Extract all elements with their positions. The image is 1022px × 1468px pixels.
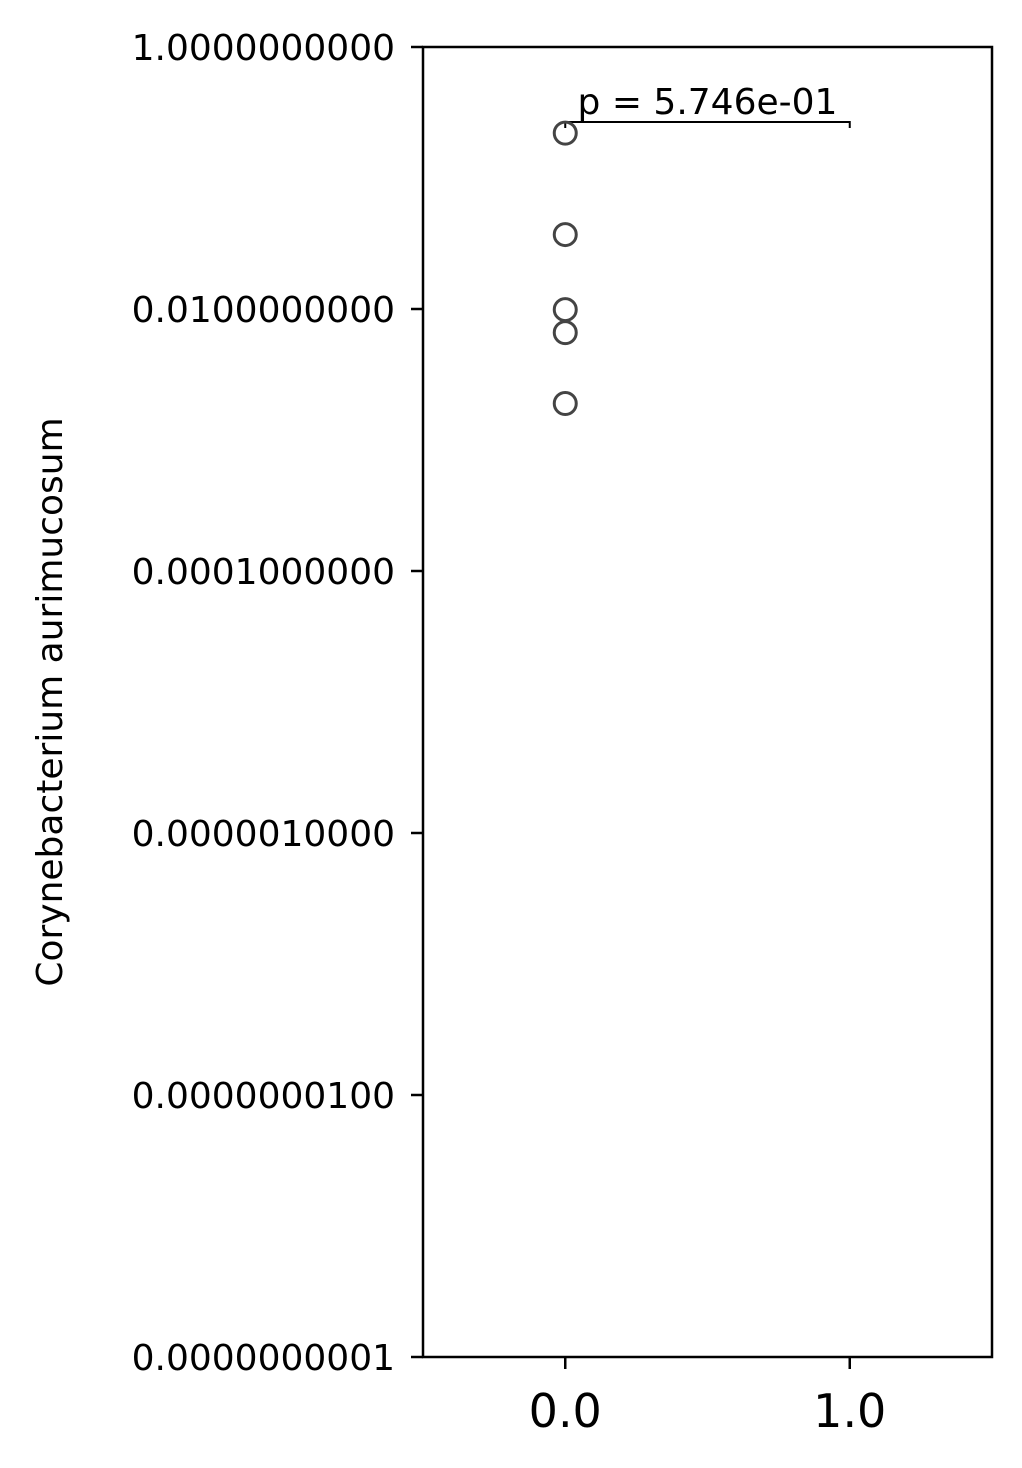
data-points bbox=[552, 120, 578, 416]
data-point bbox=[552, 390, 578, 416]
x-tick-label: 1.0 bbox=[813, 1384, 886, 1438]
y-tick-label: 1.0000000000 bbox=[132, 28, 395, 69]
y-tick-label: 0.0100000000 bbox=[132, 290, 395, 331]
p-value-label: p = 5.746e-01 bbox=[578, 82, 838, 123]
y-tick-label: 0.0000000100 bbox=[132, 1076, 395, 1117]
y-tick-label: 0.0000000001 bbox=[132, 1338, 395, 1379]
plot-frame bbox=[421, 45, 994, 1359]
y-axis-title: Corynebacterium aurimucosum bbox=[30, 417, 71, 986]
data-point bbox=[552, 120, 578, 146]
data-point bbox=[552, 320, 578, 346]
significance-bracket bbox=[564, 121, 851, 128]
data-point bbox=[552, 222, 578, 248]
data-point bbox=[552, 297, 578, 323]
y-tick-label: 0.0000010000 bbox=[132, 814, 395, 855]
significance-annotation: p = 5.746e-01 bbox=[564, 82, 851, 128]
y-tick-label: 0.0001000000 bbox=[132, 552, 395, 593]
y-axis: 1.0000000000 0.0100000000 0.0001000000 0.00… bbox=[132, 28, 423, 1379]
x-tick-label: 0.0 bbox=[529, 1384, 602, 1438]
x-axis: 0.0 1.0 bbox=[529, 1357, 886, 1438]
